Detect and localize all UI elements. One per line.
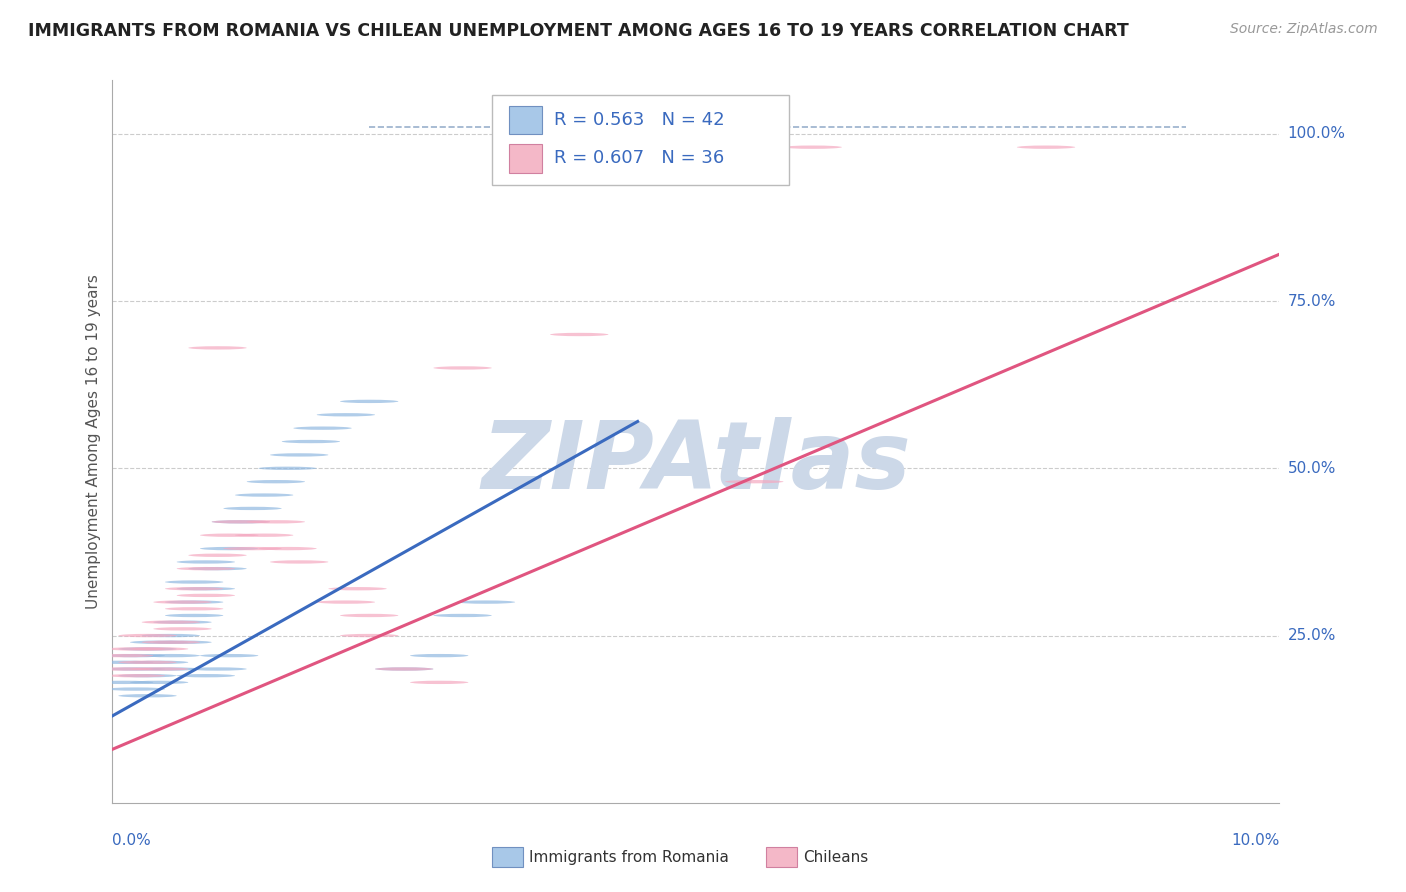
Circle shape — [329, 587, 387, 591]
Text: 25.0%: 25.0% — [1288, 628, 1336, 643]
Circle shape — [165, 614, 224, 617]
Circle shape — [129, 640, 188, 644]
Circle shape — [375, 667, 433, 671]
Circle shape — [153, 621, 212, 624]
Circle shape — [129, 648, 188, 650]
Circle shape — [200, 654, 259, 657]
Bar — [509, 105, 541, 135]
Circle shape — [340, 634, 398, 637]
Text: 0.0%: 0.0% — [112, 833, 152, 848]
FancyBboxPatch shape — [492, 95, 789, 185]
Circle shape — [142, 634, 200, 637]
Circle shape — [165, 600, 224, 604]
Circle shape — [107, 688, 165, 690]
Circle shape — [129, 667, 188, 671]
Text: 10.0%: 10.0% — [1232, 833, 1279, 848]
Y-axis label: Unemployment Among Ages 16 to 19 years: Unemployment Among Ages 16 to 19 years — [86, 274, 101, 609]
Circle shape — [107, 654, 165, 657]
Circle shape — [188, 346, 246, 350]
Circle shape — [259, 467, 316, 470]
Text: 75.0%: 75.0% — [1288, 293, 1336, 309]
Circle shape — [96, 654, 153, 657]
Circle shape — [246, 520, 305, 524]
Circle shape — [142, 667, 200, 671]
Circle shape — [129, 681, 188, 684]
Text: IMMIGRANTS FROM ROMANIA VS CHILEAN UNEMPLOYMENT AMONG AGES 16 TO 19 YEARS CORREL: IMMIGRANTS FROM ROMANIA VS CHILEAN UNEMP… — [28, 22, 1129, 40]
Circle shape — [375, 667, 433, 671]
Circle shape — [550, 166, 609, 169]
Circle shape — [142, 621, 200, 624]
Circle shape — [340, 614, 398, 617]
Circle shape — [340, 400, 398, 403]
Circle shape — [259, 547, 316, 550]
Circle shape — [281, 440, 340, 443]
Bar — [509, 144, 541, 173]
Circle shape — [270, 453, 329, 457]
Circle shape — [574, 153, 631, 155]
Circle shape — [212, 520, 270, 524]
Text: Chileans: Chileans — [803, 850, 868, 864]
Circle shape — [200, 533, 259, 537]
Text: ZIPAtlas: ZIPAtlas — [481, 417, 911, 509]
Text: 50.0%: 50.0% — [1288, 461, 1336, 475]
Circle shape — [96, 667, 153, 671]
Circle shape — [142, 640, 200, 644]
Circle shape — [1017, 145, 1076, 149]
Circle shape — [129, 661, 188, 664]
Circle shape — [118, 694, 177, 698]
Circle shape — [433, 614, 492, 617]
Circle shape — [96, 681, 153, 684]
Circle shape — [118, 648, 177, 650]
Circle shape — [142, 654, 200, 657]
Circle shape — [118, 674, 177, 677]
Text: Immigrants from Romania: Immigrants from Romania — [529, 850, 728, 864]
Circle shape — [550, 333, 609, 336]
Circle shape — [107, 674, 165, 677]
Circle shape — [457, 600, 515, 604]
Circle shape — [177, 567, 235, 570]
Circle shape — [96, 661, 153, 664]
Circle shape — [153, 600, 212, 604]
Circle shape — [165, 607, 224, 610]
Circle shape — [433, 367, 492, 369]
Text: Source: ZipAtlas.com: Source: ZipAtlas.com — [1230, 22, 1378, 37]
Text: R = 0.563   N = 42: R = 0.563 N = 42 — [554, 111, 724, 129]
Circle shape — [224, 547, 281, 550]
Text: R = 0.607   N = 36: R = 0.607 N = 36 — [554, 149, 724, 168]
Circle shape — [224, 507, 281, 510]
Text: 100.0%: 100.0% — [1288, 127, 1346, 141]
Circle shape — [177, 560, 235, 564]
Circle shape — [411, 681, 468, 684]
Circle shape — [107, 648, 165, 650]
Circle shape — [411, 654, 468, 657]
Circle shape — [188, 667, 246, 671]
Circle shape — [107, 667, 165, 671]
Circle shape — [177, 587, 235, 591]
Circle shape — [316, 600, 375, 604]
Circle shape — [270, 560, 329, 564]
Circle shape — [118, 661, 177, 664]
Circle shape — [783, 145, 842, 149]
Circle shape — [294, 426, 352, 430]
Circle shape — [725, 480, 783, 483]
Circle shape — [188, 554, 246, 557]
Circle shape — [200, 547, 259, 550]
Circle shape — [153, 640, 212, 644]
Circle shape — [165, 587, 224, 591]
Circle shape — [177, 594, 235, 597]
Circle shape — [165, 581, 224, 583]
Circle shape — [153, 627, 212, 631]
Circle shape — [188, 567, 246, 570]
Circle shape — [212, 520, 270, 524]
Circle shape — [316, 413, 375, 417]
Circle shape — [118, 634, 177, 637]
Circle shape — [235, 493, 294, 497]
Circle shape — [235, 533, 294, 537]
Circle shape — [177, 674, 235, 677]
Circle shape — [246, 480, 305, 483]
